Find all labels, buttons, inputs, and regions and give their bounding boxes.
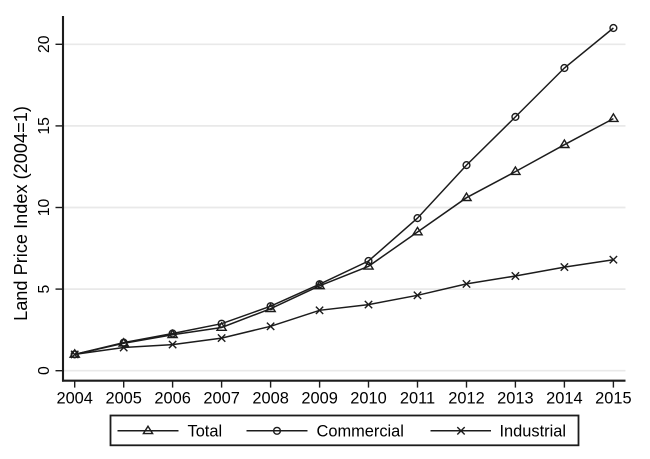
- svg-text:2007: 2007: [203, 390, 239, 408]
- svg-text:2011: 2011: [400, 390, 435, 408]
- svg-text:2004: 2004: [56, 390, 92, 408]
- svg-text:20: 20: [36, 35, 53, 53]
- svg-text:2005: 2005: [105, 390, 141, 408]
- svg-text:2009: 2009: [301, 390, 337, 408]
- svg-text:10: 10: [36, 199, 53, 217]
- svg-text:Industrial: Industrial: [500, 422, 567, 440]
- svg-text:2012: 2012: [448, 390, 484, 408]
- svg-text:2015: 2015: [595, 390, 631, 408]
- svg-text:Total: Total: [188, 422, 223, 440]
- svg-text:2010: 2010: [350, 390, 386, 408]
- svg-text:0: 0: [36, 366, 53, 375]
- svg-text:Commercial: Commercial: [317, 422, 404, 440]
- svg-text:2006: 2006: [154, 390, 190, 408]
- svg-text:Land Price Index (2004=1): Land Price Index (2004=1): [11, 106, 31, 321]
- svg-text:15: 15: [36, 117, 53, 135]
- svg-text:5: 5: [36, 284, 53, 293]
- svg-text:2008: 2008: [252, 390, 288, 408]
- svg-text:2013: 2013: [497, 390, 533, 408]
- svg-text:2014: 2014: [546, 390, 582, 408]
